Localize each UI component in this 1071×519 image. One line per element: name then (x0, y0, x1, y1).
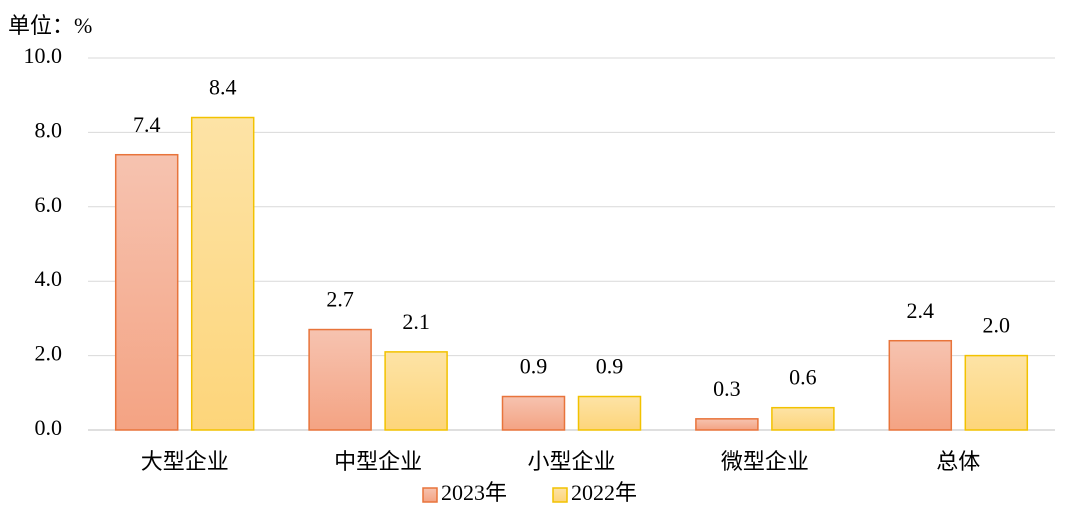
value-label: 2.7 (326, 287, 354, 312)
bar (501, 395, 566, 431)
legend-label: 2022年 (571, 480, 637, 505)
unit-label: 单位：% (8, 13, 92, 38)
y-tick-label: 0.0 (35, 415, 63, 440)
y-tick-label: 8.0 (35, 117, 63, 142)
value-label: 0.9 (596, 354, 624, 379)
y-tick-label: 2.0 (35, 341, 63, 366)
bar (695, 418, 759, 431)
y-tick-label: 6.0 (35, 192, 63, 217)
legend-label: 2023年 (441, 480, 507, 505)
bar (577, 395, 642, 431)
value-label: 2.1 (402, 309, 430, 334)
value-label: 7.4 (133, 112, 161, 137)
value-label: 8.4 (209, 75, 237, 100)
bar (114, 153, 179, 431)
bar (964, 354, 1029, 431)
bar (771, 406, 835, 431)
x-tick-label: 小型企业 (527, 449, 615, 474)
y-tick-label: 4.0 (35, 266, 63, 291)
value-label: 2.4 (907, 298, 935, 323)
bar (888, 339, 953, 431)
legend-swatch (422, 487, 438, 503)
x-tick-label: 总体 (936, 449, 980, 474)
legend-swatch (552, 487, 568, 503)
x-tick-label: 大型企业 (141, 449, 229, 474)
value-label: 0.9 (520, 354, 548, 379)
value-label: 0.3 (713, 376, 741, 401)
bar (190, 116, 255, 431)
bar (308, 328, 372, 431)
x-tick-label: 中型企业 (334, 449, 422, 474)
bar (384, 351, 448, 431)
y-tick-label: 10.0 (24, 43, 63, 68)
x-tick-label: 微型企业 (721, 449, 809, 474)
value-label: 0.6 (789, 365, 817, 390)
value-label: 2.0 (983, 313, 1011, 338)
